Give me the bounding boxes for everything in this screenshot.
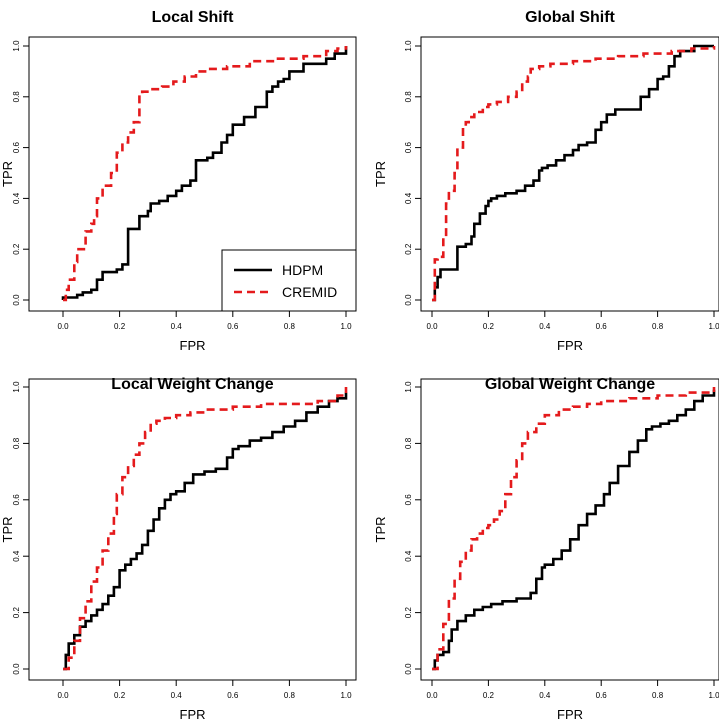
y-tick-label: 0.2 — [12, 243, 21, 255]
y-tick-label: 0.0 — [12, 294, 21, 306]
x-tick-label: 0.4 — [171, 322, 183, 331]
x-tick-label: 1.0 — [708, 322, 719, 331]
x-tick-label: 0.8 — [652, 322, 664, 331]
chart-panel-2: Global Shift FPR TPR 0.0 0.2 0.4 0.6 0.8 1.0 0.0 0… — [373, 9, 719, 353]
y-axis-label: TPR — [373, 161, 388, 187]
chart-panel-3: Local Weight Change FPR TPR 0.0 0.2 0.4 0.6 0.8… — [0, 376, 357, 721]
plot-frame — [420, 378, 719, 681]
y-axis-label: TPR — [373, 517, 388, 543]
x-tick-label: 0.6 — [227, 322, 239, 331]
y-tick-label: 0.0 — [404, 294, 413, 306]
x-tick-label: 0.8 — [284, 691, 296, 700]
y-tick-label: 0.6 — [12, 494, 21, 506]
y-tick-label: 0.6 — [12, 141, 21, 153]
x-tick-label: 0.2 — [483, 322, 495, 331]
x-tick-label: 0.8 — [652, 691, 664, 700]
legend-label-cremid: CREMID — [282, 284, 337, 300]
x-axis-label: FPR — [180, 338, 206, 353]
legend-box — [221, 249, 357, 312]
y-tick-label: 0.4 — [404, 550, 413, 562]
x-tick-label: 0.4 — [171, 691, 183, 700]
y-tick-label: 0.2 — [404, 243, 413, 255]
chart-title: Local Weight Change — [111, 376, 273, 393]
y-tick-label: 0.0 — [12, 663, 21, 675]
y-tick-label: 0.8 — [404, 91, 413, 103]
x-tick-label: 0.8 — [284, 322, 296, 331]
y-tick-label: 1.0 — [404, 381, 413, 393]
x-tick-label: 0.0 — [426, 691, 438, 700]
plot-frame — [28, 378, 357, 681]
x-tick-label: 0.6 — [596, 691, 608, 700]
plot-frame — [420, 36, 719, 312]
x-axis-label: FPR — [180, 707, 206, 721]
x-tick-label: 0.0 — [57, 322, 69, 331]
x-tick-label: 0.4 — [539, 691, 551, 700]
y-tick-label: 1.0 — [404, 40, 413, 52]
x-tick-label: 0.2 — [483, 691, 495, 700]
y-tick-label: 0.4 — [12, 550, 21, 562]
chart-panel-4: Global Weight Change FPR TPR 0.0 0.2 0.4 0.6 0.… — [373, 376, 719, 721]
y-tick-label: 0.2 — [404, 606, 413, 618]
chart-title: Global Shift — [525, 9, 615, 26]
x-tick-label: 0.6 — [227, 691, 239, 700]
hdpm-roc-line — [61, 46, 348, 300]
hdpm-roc-line — [432, 389, 716, 671]
x-axis-label: FPR — [557, 338, 583, 353]
x-tick-label: 0.0 — [57, 691, 69, 700]
x-tick-label: 0.6 — [596, 322, 608, 331]
y-tick-label: 0.6 — [404, 141, 413, 153]
legend: HDPM CREMID — [221, 249, 357, 312]
y-tick-label: 0.4 — [12, 192, 21, 204]
x-tick-label: 1.0 — [340, 691, 352, 700]
legend-label-hdpm: HDPM — [282, 262, 323, 278]
y-axis-label: TPR — [0, 161, 15, 187]
y-tick-label: 0.8 — [12, 91, 21, 103]
hdpm-roc-line — [63, 392, 348, 671]
cremid-roc-line — [63, 46, 348, 302]
cremid-roc-line — [432, 46, 716, 302]
y-tick-label: 0.2 — [12, 606, 21, 618]
x-tick-label: 0.2 — [114, 691, 126, 700]
y-tick-label: 1.0 — [12, 381, 21, 393]
y-axis-label: TPR — [0, 517, 15, 543]
hdpm-roc-line — [432, 44, 714, 302]
y-tick-label: 0.8 — [404, 437, 413, 449]
cremid-roc-line — [63, 387, 348, 671]
x-tick-label: 1.0 — [340, 322, 352, 331]
y-tick-label: 1.0 — [12, 40, 21, 52]
cremid-roc-line — [432, 387, 716, 671]
x-tick-label: 0.4 — [539, 322, 551, 331]
chart-title: Local Shift — [152, 9, 234, 26]
x-axis-label: FPR — [557, 707, 583, 721]
y-tick-label: 0.0 — [404, 663, 413, 675]
chart-title: Global Weight Change — [485, 376, 655, 393]
y-tick-label: 0.4 — [404, 192, 413, 204]
chart-panel-1: Local Shift FPR TPR 0.0 0.2 0.4 0.6 0.8 1.0 0.0 0.… — [0, 9, 357, 353]
y-tick-label: 0.6 — [404, 494, 413, 506]
x-tick-label: 0.2 — [114, 322, 126, 331]
y-tick-label: 0.8 — [12, 437, 21, 449]
x-tick-label: 1.0 — [708, 691, 719, 700]
plot-frame — [28, 36, 357, 312]
x-tick-label: 0.0 — [426, 322, 438, 331]
